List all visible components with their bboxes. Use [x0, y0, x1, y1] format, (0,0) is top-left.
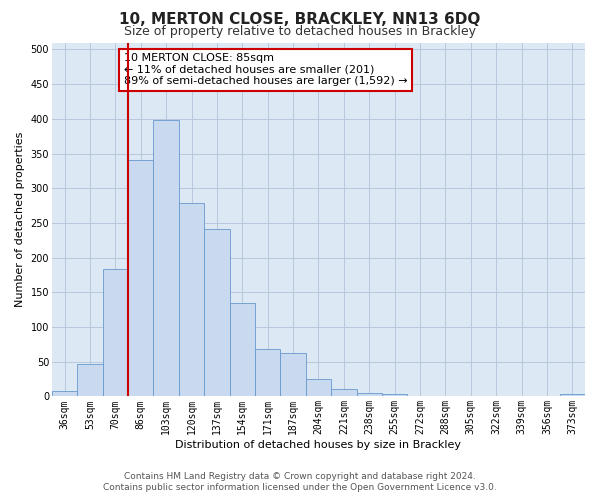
Bar	[560, 394, 585, 396]
Text: Size of property relative to detached houses in Brackley: Size of property relative to detached ho…	[124, 25, 476, 38]
Bar	[77, 364, 103, 396]
Text: 10 MERTON CLOSE: 85sqm
← 11% of detached houses are smaller (201)
89% of semi-de: 10 MERTON CLOSE: 85sqm ← 11% of detached…	[124, 53, 407, 86]
X-axis label: Distribution of detached houses by size in Brackley: Distribution of detached houses by size …	[175, 440, 461, 450]
Bar	[179, 204, 204, 396]
Bar	[128, 160, 154, 396]
Bar	[103, 270, 128, 396]
Bar	[255, 349, 280, 397]
Text: 10, MERTON CLOSE, BRACKLEY, NN13 6DQ: 10, MERTON CLOSE, BRACKLEY, NN13 6DQ	[119, 12, 481, 28]
Bar	[306, 379, 331, 396]
Bar	[230, 302, 255, 396]
Bar	[154, 120, 179, 396]
Bar	[331, 389, 356, 396]
Bar	[204, 229, 230, 396]
Bar	[280, 354, 306, 397]
Bar	[382, 394, 407, 396]
Text: Contains HM Land Registry data © Crown copyright and database right 2024.
Contai: Contains HM Land Registry data © Crown c…	[103, 472, 497, 492]
Bar	[52, 391, 77, 396]
Bar	[356, 393, 382, 396]
Y-axis label: Number of detached properties: Number of detached properties	[15, 132, 25, 307]
